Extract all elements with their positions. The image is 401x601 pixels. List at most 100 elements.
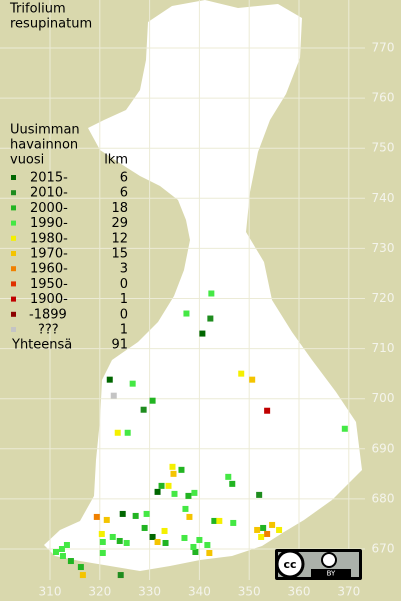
observation-square <box>154 538 161 545</box>
legend-label: ??? <box>38 323 59 338</box>
legend-swatch <box>11 281 16 287</box>
observation-square <box>207 315 214 322</box>
legend-label: 2010- <box>30 186 68 201</box>
y-tick-label: 680 <box>372 491 395 505</box>
observation-square <box>58 546 65 552</box>
x-tick-label: 370 <box>337 585 360 599</box>
observation-square <box>165 482 172 489</box>
observation-square <box>52 549 59 556</box>
y-tick-label: 750 <box>372 141 395 155</box>
observation-square <box>116 537 123 544</box>
observation-square <box>276 526 283 533</box>
by-bar <box>311 569 351 577</box>
observation-square <box>206 550 213 557</box>
legend-count: 6 <box>120 171 128 186</box>
observation-square <box>119 510 126 517</box>
land <box>44 0 362 571</box>
legend-header: vuosi <box>10 153 44 168</box>
legend-swatch <box>11 251 16 256</box>
total-label: Yhteensä <box>11 338 72 353</box>
observation-square <box>59 553 66 560</box>
observation-square <box>181 534 188 541</box>
observation-square <box>106 376 113 383</box>
observation-square <box>149 397 156 404</box>
observation-square <box>178 466 185 473</box>
legend-header: havainnon <box>10 138 78 153</box>
legend-swatch <box>11 205 16 211</box>
y-tick-label: 740 <box>372 191 395 205</box>
observation-square <box>154 488 161 495</box>
legend-count: 6 <box>120 186 128 201</box>
observation-square <box>170 470 177 477</box>
observation-square <box>140 406 147 413</box>
observation-square <box>149 533 156 540</box>
legend-count: 0 <box>120 307 128 322</box>
observation-square <box>211 517 218 524</box>
y-tick-label: 700 <box>372 391 395 405</box>
observation-square <box>190 543 197 550</box>
legend-swatch <box>11 235 16 241</box>
legend-swatch <box>11 190 16 196</box>
legend-label: 1900- <box>30 292 68 307</box>
observation-square <box>186 513 193 520</box>
observation-square <box>258 533 265 540</box>
observation-square <box>264 530 271 537</box>
observation-square <box>171 490 178 497</box>
legend-swatch <box>11 175 16 180</box>
observation-square <box>99 550 106 557</box>
legend-count: 15 <box>111 247 128 262</box>
observation-square <box>183 310 190 317</box>
legend-count: 12 <box>111 231 128 246</box>
observation-square <box>254 526 261 533</box>
y-tick-label: 730 <box>372 241 395 255</box>
observation-square <box>169 463 176 470</box>
observation-square <box>199 330 206 337</box>
legend-swatch <box>11 220 16 226</box>
observation-square <box>99 538 106 545</box>
license-badge: cc BY <box>275 549 362 580</box>
legend-count: 18 <box>111 201 128 216</box>
y-tick-label: 760 <box>372 91 395 105</box>
observation-square <box>238 370 245 377</box>
observation-square <box>185 492 192 499</box>
observation-square <box>208 290 215 297</box>
x-tick-label: 330 <box>138 585 161 599</box>
cc-text: cc <box>283 558 296 571</box>
legend-label: 2015- <box>30 171 68 186</box>
legend-label: 1970- <box>30 247 68 262</box>
observation-square <box>225 473 232 480</box>
title: resupinatum <box>10 17 92 32</box>
observation-square <box>182 505 189 512</box>
x-tick-label: 350 <box>238 585 261 599</box>
observation-square <box>103 516 110 523</box>
observation-square <box>216 517 223 524</box>
count-header: lkm <box>104 153 128 168</box>
legend-label: 1980- <box>30 231 68 246</box>
y-tick-label: 710 <box>372 341 395 355</box>
observation-square <box>129 380 136 387</box>
observation-square <box>67 558 74 565</box>
observation-square <box>229 480 236 487</box>
legend-count: 3 <box>120 262 128 277</box>
observation-square <box>260 524 267 531</box>
legend-swatch <box>11 266 16 272</box>
observation-square <box>117 572 124 579</box>
legend-swatch <box>11 311 16 317</box>
legend-count: 1 <box>120 292 128 307</box>
legend-header: Uusimman <box>10 123 80 138</box>
observation-square <box>269 521 276 528</box>
by-icon <box>321 552 337 568</box>
observation-square <box>191 489 198 496</box>
observation-square <box>256 491 263 498</box>
observation-square <box>264 407 271 414</box>
title: Trifolium <box>9 2 66 17</box>
legend-swatch <box>11 296 16 302</box>
legend-label: 1990- <box>30 216 68 231</box>
legend-swatch <box>11 327 16 332</box>
observation-square <box>196 536 203 543</box>
observation-square <box>161 527 168 534</box>
observation-square <box>192 549 199 556</box>
legend-label: 1950- <box>30 277 68 292</box>
total-count: 91 <box>111 338 128 353</box>
